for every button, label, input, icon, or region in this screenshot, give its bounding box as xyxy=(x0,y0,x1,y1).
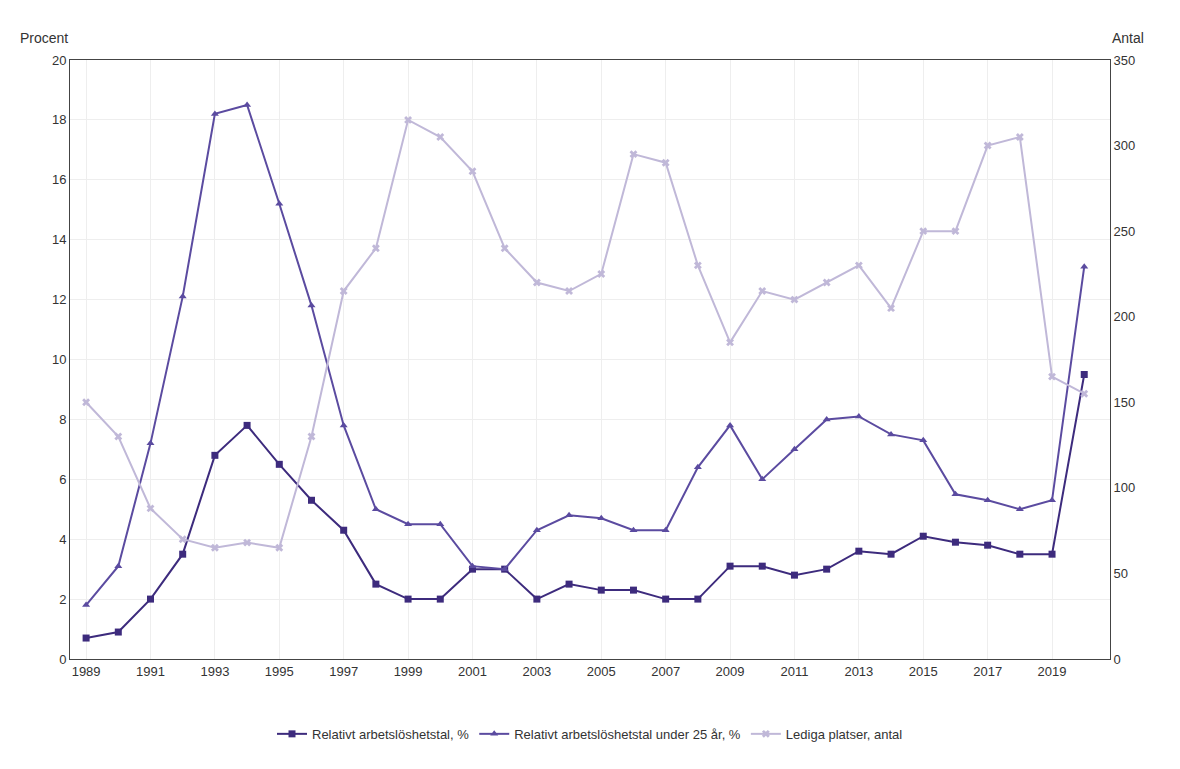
svg-text:1999: 1999 xyxy=(394,664,423,679)
svg-text:16: 16 xyxy=(52,172,66,187)
svg-text:100: 100 xyxy=(1114,480,1136,495)
svg-text:1993: 1993 xyxy=(200,664,229,679)
svg-text:Procent: Procent xyxy=(20,30,68,46)
svg-text:250: 250 xyxy=(1114,224,1136,239)
svg-text:Relativt arbetslöshetstal unde: Relativt arbetslöshetstal under 25 år, % xyxy=(514,727,741,742)
svg-text:1991: 1991 xyxy=(136,664,165,679)
svg-text:12: 12 xyxy=(52,292,66,307)
svg-text:Lediga platser, antal: Lediga platser, antal xyxy=(786,727,902,742)
svg-text:2: 2 xyxy=(59,592,66,607)
svg-text:2015: 2015 xyxy=(909,664,938,679)
svg-text:10: 10 xyxy=(52,352,66,367)
svg-text:1995: 1995 xyxy=(265,664,294,679)
svg-text:0: 0 xyxy=(1114,652,1121,667)
svg-text:1989: 1989 xyxy=(72,664,101,679)
svg-text:2019: 2019 xyxy=(1038,664,1067,679)
svg-text:200: 200 xyxy=(1114,309,1136,324)
svg-text:2011: 2011 xyxy=(780,664,808,679)
svg-text:18: 18 xyxy=(52,112,66,127)
svg-text:2001: 2001 xyxy=(458,664,487,679)
svg-text:150: 150 xyxy=(1114,395,1136,410)
svg-text:50: 50 xyxy=(1114,566,1128,581)
svg-text:Relativt arbetslöshetstal, %: Relativt arbetslöshetstal, % xyxy=(312,727,469,742)
svg-text:2007: 2007 xyxy=(651,664,680,679)
svg-text:14: 14 xyxy=(52,232,66,247)
svg-text:2005: 2005 xyxy=(587,664,616,679)
svg-text:Antal: Antal xyxy=(1112,30,1144,46)
svg-text:300: 300 xyxy=(1114,138,1136,153)
svg-text:20: 20 xyxy=(52,53,66,68)
svg-text:2017: 2017 xyxy=(973,664,1002,679)
svg-text:0: 0 xyxy=(59,652,66,667)
svg-text:350: 350 xyxy=(1114,53,1136,68)
svg-text:6: 6 xyxy=(59,472,66,487)
svg-text:1997: 1997 xyxy=(329,664,358,679)
svg-text:2009: 2009 xyxy=(716,664,745,679)
svg-text:2003: 2003 xyxy=(522,664,551,679)
svg-text:4: 4 xyxy=(59,532,66,547)
svg-text:2013: 2013 xyxy=(844,664,873,679)
svg-text:8: 8 xyxy=(59,412,66,427)
